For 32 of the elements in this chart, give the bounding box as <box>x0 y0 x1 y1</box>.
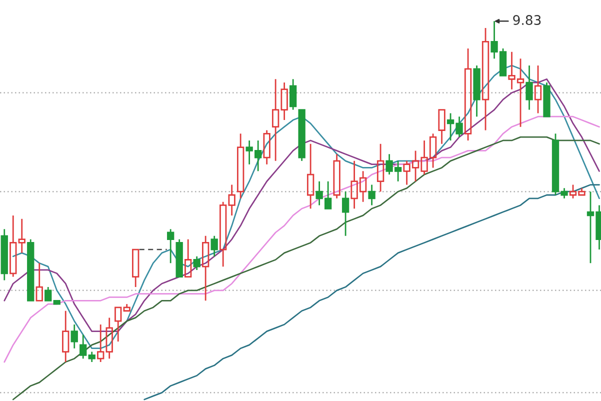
candlestick <box>10 214 17 278</box>
candlestick <box>132 248 140 288</box>
candlestick <box>62 310 70 363</box>
candlestick <box>289 78 297 110</box>
candlestick <box>0 228 8 281</box>
annotation: 9.83 <box>513 15 541 26</box>
candlestick <box>298 109 306 162</box>
candlestick <box>123 303 130 312</box>
candlestick <box>114 306 122 342</box>
candlestick <box>376 143 384 192</box>
candlestick <box>438 109 446 145</box>
candlestick <box>106 316 113 360</box>
candlestick <box>342 190 350 237</box>
candlestick <box>80 334 87 360</box>
candlestick <box>202 235 210 302</box>
candlestick <box>97 324 104 363</box>
candlestick <box>534 64 542 114</box>
candlestick <box>306 143 314 210</box>
candlestick <box>184 238 192 278</box>
candlestick <box>18 218 26 254</box>
candlestick <box>36 262 43 302</box>
candlestick <box>368 184 376 206</box>
candlestick <box>526 64 533 110</box>
candlestick <box>482 27 490 131</box>
candlestick <box>473 64 480 118</box>
candlestick <box>236 132 244 200</box>
candlestick <box>333 153 340 200</box>
candlestick <box>167 228 174 264</box>
candlestick <box>263 130 270 166</box>
candlestick <box>70 324 78 350</box>
candlestick <box>210 235 218 258</box>
candlestick <box>464 48 472 142</box>
